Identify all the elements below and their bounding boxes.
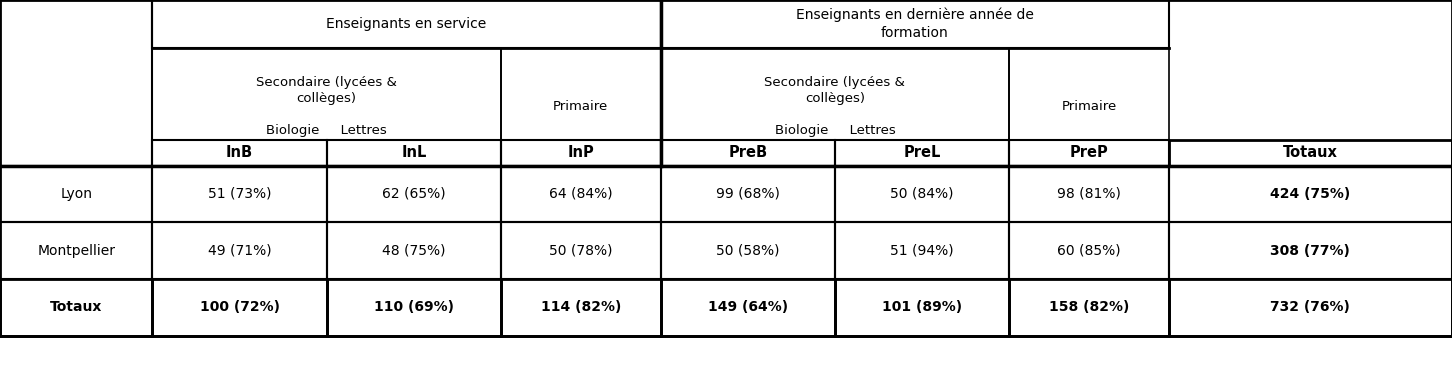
Text: 50 (58%): 50 (58%) bbox=[716, 244, 780, 258]
Bar bbox=[1009, 222, 1169, 279]
Bar bbox=[152, 165, 327, 222]
Text: InP: InP bbox=[568, 145, 594, 160]
Bar bbox=[661, 279, 835, 336]
Text: 49 (71%): 49 (71%) bbox=[208, 244, 272, 258]
Bar bbox=[661, 222, 835, 279]
Text: 149 (64%): 149 (64%) bbox=[707, 300, 788, 314]
Text: Primaire: Primaire bbox=[1061, 100, 1117, 113]
Text: 51 (94%): 51 (94%) bbox=[890, 244, 954, 258]
Text: Secondaire (lycées &
collèges)

Biologie     Lettres: Secondaire (lycées & collèges) Biologie … bbox=[764, 76, 906, 137]
Bar bbox=[501, 222, 661, 279]
Text: Lyon: Lyon bbox=[60, 187, 93, 201]
Bar bbox=[835, 279, 1009, 336]
Text: 732 (76%): 732 (76%) bbox=[1270, 300, 1350, 314]
Text: 100 (72%): 100 (72%) bbox=[199, 300, 280, 314]
Bar bbox=[1009, 48, 1169, 165]
Text: InL: InL bbox=[401, 145, 427, 160]
Text: 308 (77%): 308 (77%) bbox=[1270, 244, 1350, 258]
Bar bbox=[152, 48, 501, 165]
Bar bbox=[0, 279, 152, 336]
Text: Primaire: Primaire bbox=[553, 100, 608, 113]
Text: InB: InB bbox=[227, 145, 253, 160]
Bar bbox=[152, 279, 327, 336]
Text: 158 (82%): 158 (82%) bbox=[1048, 300, 1130, 314]
Bar bbox=[327, 140, 501, 165]
Text: 424 (75%): 424 (75%) bbox=[1270, 187, 1350, 201]
Text: Montpellier: Montpellier bbox=[38, 244, 115, 258]
Bar bbox=[835, 165, 1009, 222]
Text: 50 (78%): 50 (78%) bbox=[549, 244, 613, 258]
Bar bbox=[501, 140, 661, 165]
Bar bbox=[0, 0, 152, 165]
Text: 99 (68%): 99 (68%) bbox=[716, 187, 780, 201]
Text: 101 (89%): 101 (89%) bbox=[881, 300, 963, 314]
Text: 48 (75%): 48 (75%) bbox=[382, 244, 446, 258]
Bar bbox=[661, 0, 1169, 48]
Bar bbox=[661, 140, 835, 165]
Text: 51 (73%): 51 (73%) bbox=[208, 187, 272, 201]
Bar bbox=[327, 165, 501, 222]
Text: 64 (84%): 64 (84%) bbox=[549, 187, 613, 201]
Bar bbox=[0, 165, 152, 222]
Bar bbox=[152, 222, 327, 279]
Text: 62 (65%): 62 (65%) bbox=[382, 187, 446, 201]
Bar bbox=[1169, 222, 1452, 279]
Text: 114 (82%): 114 (82%) bbox=[540, 300, 621, 314]
Bar bbox=[1169, 165, 1452, 222]
Text: 50 (84%): 50 (84%) bbox=[890, 187, 954, 201]
Text: PreP: PreP bbox=[1070, 145, 1108, 160]
Bar bbox=[152, 0, 661, 48]
Text: Totaux: Totaux bbox=[49, 300, 103, 314]
Bar bbox=[152, 140, 327, 165]
Text: Enseignants en dernière année de
formation: Enseignants en dernière année de formati… bbox=[796, 8, 1034, 40]
Bar bbox=[661, 165, 835, 222]
Text: Totaux: Totaux bbox=[1284, 145, 1337, 160]
Bar bbox=[501, 48, 661, 165]
Text: Enseignants en service: Enseignants en service bbox=[327, 17, 486, 31]
Bar bbox=[1169, 140, 1452, 165]
Bar bbox=[327, 279, 501, 336]
Text: 98 (81%): 98 (81%) bbox=[1057, 187, 1121, 201]
Text: PreL: PreL bbox=[903, 145, 941, 160]
Text: 110 (69%): 110 (69%) bbox=[373, 300, 454, 314]
Bar bbox=[835, 222, 1009, 279]
Bar bbox=[1009, 279, 1169, 336]
Bar bbox=[327, 222, 501, 279]
Text: Secondaire (lycées &
collèges)

Biologie     Lettres: Secondaire (lycées & collèges) Biologie … bbox=[256, 76, 398, 137]
Bar bbox=[501, 165, 661, 222]
Bar bbox=[661, 48, 1009, 165]
Text: 60 (85%): 60 (85%) bbox=[1057, 244, 1121, 258]
Bar bbox=[0, 222, 152, 279]
Text: PreB: PreB bbox=[729, 145, 767, 160]
Bar bbox=[835, 140, 1009, 165]
Bar bbox=[1169, 279, 1452, 336]
Bar bbox=[501, 279, 661, 336]
Bar bbox=[1009, 140, 1169, 165]
Bar bbox=[1009, 165, 1169, 222]
